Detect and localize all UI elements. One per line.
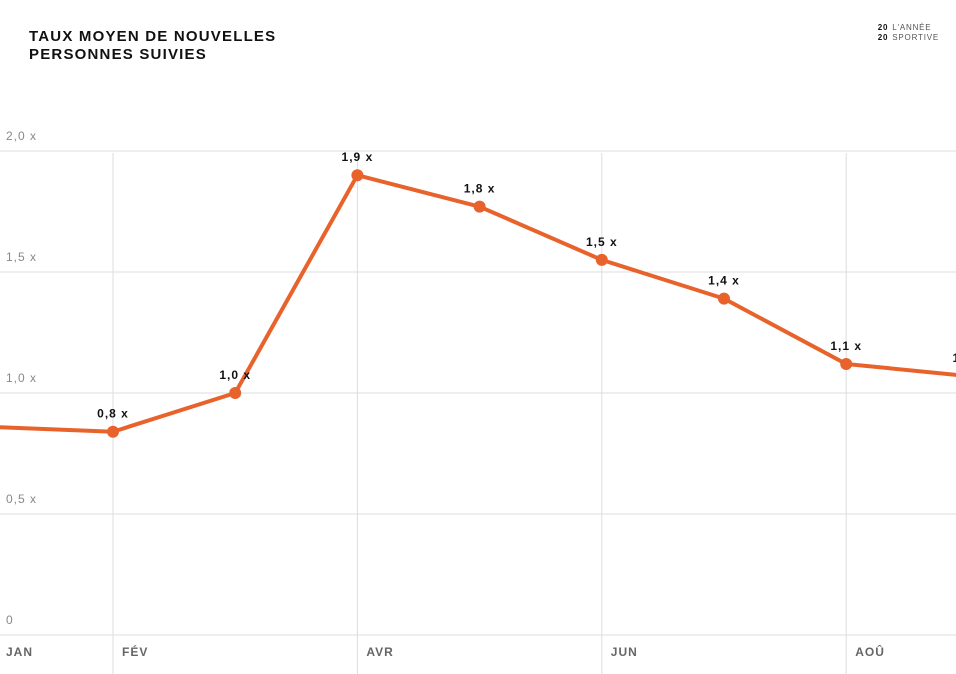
x-tick-label: AVR <box>366 645 393 659</box>
data-point-marker <box>229 387 242 399</box>
y-tick-label: 1,5 x <box>6 250 37 264</box>
data-point-marker <box>107 425 119 438</box>
chart-title-line-2: PERSONNES SUIVIES <box>29 46 207 63</box>
data-label: 1,8 x <box>464 182 496 196</box>
data-label: 0,8 x <box>97 407 129 421</box>
data-point-marker <box>351 169 364 182</box>
data-point-marker <box>718 292 730 305</box>
y-tick-label: 1,0 x <box>6 371 37 385</box>
chart-title-line-1: TAUX MOYEN DE NOUVELLES <box>29 28 277 45</box>
x-tick-label: JUN <box>611 645 638 659</box>
data-point-marker <box>595 253 608 266</box>
data-point-marker <box>840 357 853 370</box>
y-tick-label: 2,0 x <box>6 129 37 143</box>
logo-word-2: SPORTIVE <box>892 33 939 42</box>
logo-number-1: 20 <box>877 23 889 32</box>
data-label: 1,9 x <box>342 150 374 164</box>
data-label: 1,5 x <box>586 235 618 249</box>
y-tick-label: 0 <box>6 613 14 627</box>
x-tick-label: JAN <box>6 645 33 659</box>
data-label: 1,0 x <box>219 368 251 382</box>
data-label: 1,1 x <box>830 339 862 353</box>
logo-number-2: 20 <box>877 33 889 42</box>
logo-word-1: L'ANNÉE <box>892 23 932 32</box>
x-tick-label: FÉV <box>122 644 148 659</box>
brand-logo: 20 L'ANNÉE 20 SPORTIVE <box>878 23 939 43</box>
y-tick-label: 0,5 x <box>6 492 37 506</box>
data-label: 1,4 x <box>708 274 740 288</box>
x-tick-label: AOÛ <box>855 644 885 659</box>
data-label: 1,1 x <box>953 351 956 365</box>
chart-title: TAUX MOYEN DE NOUVELLES PERSONNES SUIVIE… <box>29 28 276 64</box>
data-point-marker <box>473 200 486 213</box>
